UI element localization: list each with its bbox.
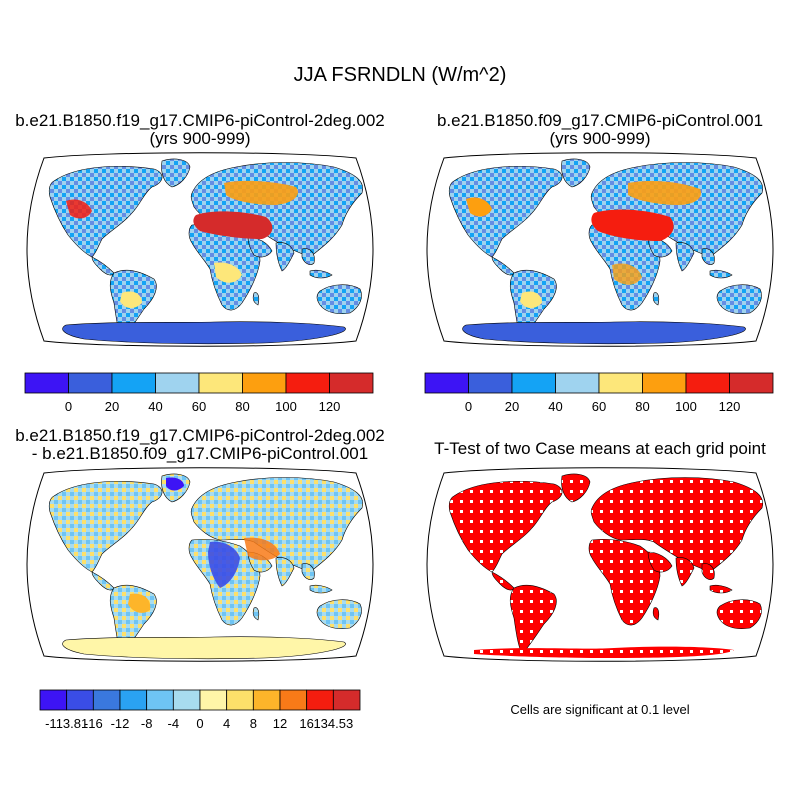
panel2-map [426, 152, 774, 347]
colorbar-mean-left-tick-label: 40 [148, 399, 162, 414]
colorbar-mean-right-swatch [729, 372, 774, 394]
colorbar-mean-right-swatch [511, 372, 556, 394]
colorbar-diff-swatch [92, 689, 121, 711]
panel3-sa-positive [128, 593, 151, 613]
colorbar-mean-right-swatch [685, 372, 730, 394]
colorbar-mean-left-swatch [68, 372, 113, 394]
colorbar-diff-swatch [172, 689, 201, 711]
panel3-map [26, 467, 374, 662]
colorbar-diff-tick-label: -4 [168, 716, 180, 731]
panel1-sahara-high [193, 211, 273, 239]
colorbar-diff-swatch [119, 689, 148, 711]
colorbar-mean-right-tick-label: 80 [635, 399, 649, 414]
panel3-title-line1: b.e21.B1850.f19_g17.CMIP6-piControl-2deg… [15, 426, 385, 445]
colorbar-mean-left-tick-label: 100 [275, 399, 297, 414]
colorbar-mean-right-tick-label: 60 [592, 399, 606, 414]
colorbar-mean-left-tick-label: 60 [192, 399, 206, 414]
colorbar-mean-right-tick-label: 120 [719, 399, 741, 414]
colorbar-mean-right-swatch [424, 372, 469, 394]
colorbar-mean-right-tick-label: 40 [548, 399, 562, 414]
colorbar-mean-left-tick-label: 80 [235, 399, 249, 414]
panel3-greenland-negative [166, 477, 184, 491]
colorbar-mean-left-swatch [24, 372, 69, 394]
colorbar-diff-swatch [66, 689, 94, 711]
colorbar-diff-swatch [306, 689, 334, 711]
colorbar-mean-right-swatch [598, 372, 643, 394]
colorbar-mean-right-swatch [555, 372, 600, 394]
panel1-sa-mid [120, 291, 142, 309]
panel2-title: b.e21.B1850.f09_g17.CMIP6-piControl.001 … [400, 112, 800, 148]
colorbar-mean-right: 0 20 40 60 80 100 120 [424, 372, 774, 414]
colorbar-mean-right-tick-label: 0 [465, 399, 472, 414]
colorbar-diff-swatch [226, 689, 254, 711]
panel2-title-line2: (yrs 900-999) [549, 129, 651, 148]
colorbar-mean-right-swatch [468, 372, 513, 394]
colorbar-diff-tick-label: 8 [250, 716, 257, 731]
colorbar-mean-left-tick-label: 120 [319, 399, 341, 414]
colorbar-mean-left-swatch [155, 372, 200, 394]
colorbar-mean-right-swatch [642, 372, 687, 394]
colorbar-mean-left-tick-label: 0 [65, 399, 72, 414]
panel1-na-west-high [66, 199, 92, 219]
panel4-title-line1: T-Test of two Case means at each grid po… [434, 439, 766, 458]
panel4-antarctic-significant [474, 646, 734, 658]
panel2-africa-south [612, 263, 642, 285]
significance-note: Cells are significant at 0.1 level [510, 702, 690, 717]
figure-title: JJA FSRNDLN (W/m^2) [293, 64, 507, 86]
panel1-title: b.e21.B1850.f19_g17.CMIP6-piControl-2deg… [0, 112, 400, 148]
panel2-middle-east-high [628, 181, 702, 205]
colorbar-mean-left-swatch [242, 372, 287, 394]
colorbar-diff-tick-label: -8 [141, 716, 153, 731]
colorbar-diff-tick-label: 12 [273, 716, 287, 731]
panel1-africa-south [214, 262, 242, 283]
colorbar-mean-left-swatch [111, 372, 156, 394]
colorbar-diff-swatch [279, 689, 308, 711]
colorbar-mean-left: 0 20 40 60 80 100 120 [24, 372, 374, 414]
panel1-title-line1: b.e21.B1850.f19_g17.CMIP6-piControl-2deg… [15, 111, 385, 130]
panel4-title: T-Test of two Case means at each grid po… [400, 440, 800, 458]
colorbar-mean-left-tick-label: 20 [105, 399, 119, 414]
colorbar-diff-tick-label: 0 [196, 716, 203, 731]
colorbar-diff-tick-label: -16 [84, 716, 103, 731]
colorbar-diff-swatch [39, 689, 68, 711]
colorbar-diff-tick-label: 4 [223, 716, 230, 731]
panel4-map [426, 467, 774, 662]
panel1-map [26, 152, 374, 347]
panel2-sahara-high [591, 209, 674, 241]
colorbar-mean-left-swatch [285, 372, 330, 394]
colorbar-mean-right-tick-label: 100 [675, 399, 697, 414]
colorbar-diff: -113.81-16 -12 -8 -4 0 4 8 12 16 134.53 [39, 689, 361, 731]
colorbar-diff-swatch [146, 689, 174, 711]
panel3-africa-negative [208, 541, 240, 588]
colorbar-diff-tick-label: 134.53 [313, 716, 353, 731]
panel2-na-west-high [466, 197, 492, 217]
colorbar-diff-tick-label: 16 [299, 716, 313, 731]
colorbar-mean-right-tick-label: 20 [505, 399, 519, 414]
colorbar-diff-swatch [252, 689, 281, 711]
colorbar-mean-left-swatch [198, 372, 243, 394]
panel3-title-line2: - b.e21.B1850.f09_g17.CMIP6-piControl.00… [31, 444, 369, 463]
panel3-sahara-positive [244, 537, 280, 561]
colorbar-diff-tick-label: -113.81 [45, 716, 88, 731]
panel2-sa-mid [520, 291, 542, 309]
colorbar-mean-left-swatch [329, 372, 374, 394]
panel3-title: b.e21.B1850.f19_g17.CMIP6-piControl-2deg… [0, 427, 400, 463]
colorbar-diff-tick-label: -12 [111, 716, 130, 731]
panel1-middle-east-high [224, 180, 298, 205]
panel2-title-line1: b.e21.B1850.f09_g17.CMIP6-piControl.001 [436, 111, 764, 130]
panel1-title-line2: (yrs 900-999) [149, 129, 251, 148]
colorbar-diff-swatch [199, 689, 228, 711]
colorbar-diff-swatch [332, 689, 361, 711]
